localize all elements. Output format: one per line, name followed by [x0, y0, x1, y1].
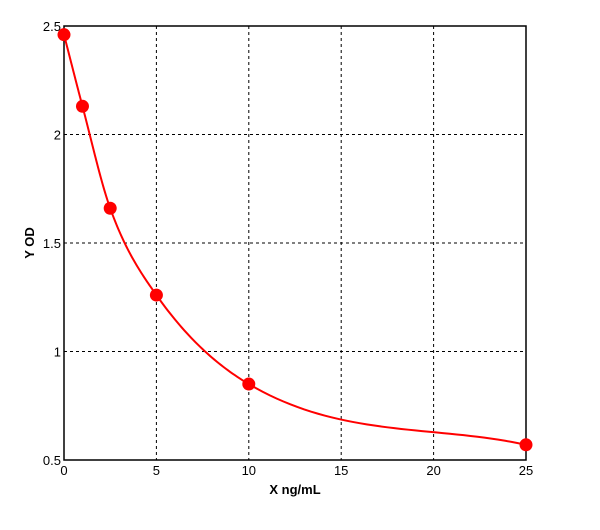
x-axis-label: X ng/mL [269, 482, 320, 497]
y-tick-label: 2 [54, 128, 61, 143]
x-tick-labels: 0 5 10 15 20 25 [60, 463, 533, 478]
data-points [57, 28, 533, 452]
x-tick-label: 5 [153, 463, 160, 478]
y-tick-label: 1.5 [43, 236, 61, 251]
x-tick-label: 25 [519, 463, 533, 478]
y-tick-label: 0.5 [43, 453, 61, 468]
data-point [57, 28, 71, 42]
y-tick-label: 2.5 [43, 19, 61, 34]
data-point [242, 377, 256, 391]
data-point [103, 201, 117, 215]
plot-frame [63, 25, 527, 461]
x-tick-label: 0 [60, 463, 67, 478]
fit-curve [63, 34, 527, 446]
x-tick-label: 15 [334, 463, 348, 478]
y-axis-label: Y OD [22, 227, 37, 259]
data-point [519, 438, 533, 452]
x-tick-label: 20 [426, 463, 440, 478]
data-point [149, 288, 163, 302]
x-tick-label: 10 [242, 463, 256, 478]
y-tick-labels: 0.5 1 1.5 2 2.5 [43, 19, 61, 468]
grid [64, 26, 526, 460]
y-tick-label: 1 [54, 345, 61, 360]
data-point [75, 99, 89, 113]
